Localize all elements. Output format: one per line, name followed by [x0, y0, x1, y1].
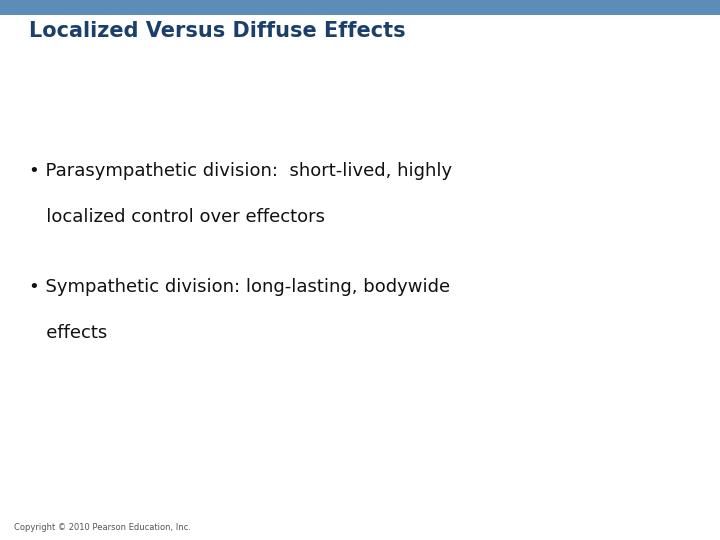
Text: • Sympathetic division: long-lasting, bodywide: • Sympathetic division: long-lasting, bo…	[29, 278, 450, 296]
Text: Localized Versus Diffuse Effects: Localized Versus Diffuse Effects	[29, 21, 405, 40]
Text: Copyright © 2010 Pearson Education, Inc.: Copyright © 2010 Pearson Education, Inc.	[14, 523, 192, 532]
Text: localized control over effectors: localized control over effectors	[29, 208, 325, 226]
Bar	[0, 0, 720, 15]
Text: effects: effects	[29, 324, 107, 342]
Text: • Parasympathetic division:  short-lived, highly: • Parasympathetic division: short-lived,…	[29, 162, 452, 180]
